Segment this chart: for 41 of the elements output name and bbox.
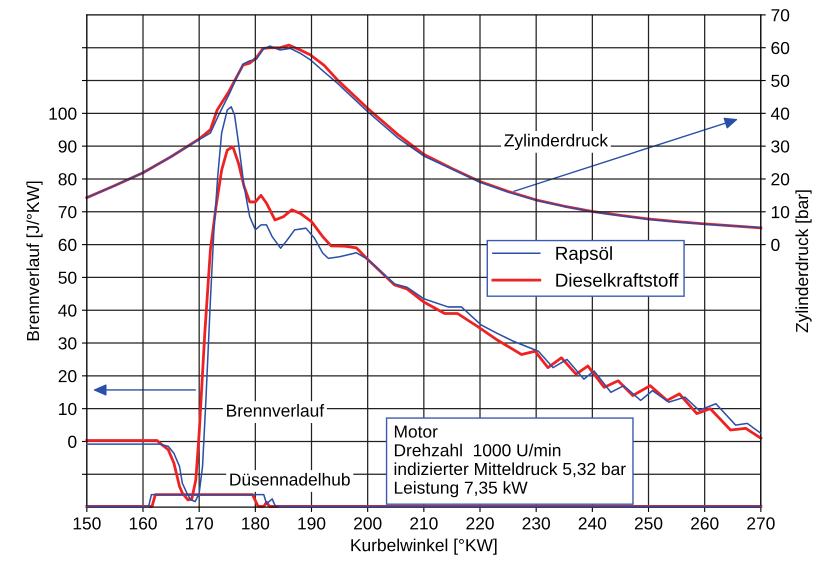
x-tick-label: 220 bbox=[466, 517, 494, 530]
x-tick-label: 150 bbox=[74, 517, 101, 530]
y-tick-label: 60 bbox=[58, 238, 76, 252]
x-tick-label: 160 bbox=[130, 517, 157, 530]
y-tick-label: 80 bbox=[58, 173, 76, 186]
x-tick-label: 250 bbox=[634, 517, 662, 530]
y2-tick-label: 30 bbox=[771, 140, 790, 153]
y2-tick-label: 60 bbox=[771, 42, 790, 54]
x-tick-label: 180 bbox=[242, 517, 270, 530]
y2-tick-label: 70 bbox=[771, 9, 790, 22]
y-tick-label: 90 bbox=[58, 140, 76, 153]
x-tick-label: 230 bbox=[522, 517, 550, 530]
annotation: Brennverlauf bbox=[227, 404, 324, 417]
y2-tick-label: 0 bbox=[771, 238, 780, 252]
y-tick-label: 10 bbox=[59, 402, 76, 416]
y-tick-label: 0 bbox=[68, 436, 76, 448]
y-tick-label: 40 bbox=[58, 304, 76, 317]
x-tick-label: 270 bbox=[747, 517, 775, 530]
y2-axis-title: Zylinderdruck [bar] bbox=[795, 190, 812, 332]
y2-tick-label: 50 bbox=[771, 74, 790, 87]
x-axis-title: Kurbelwinkel [°KW] bbox=[351, 538, 497, 555]
y-tick-label: 70 bbox=[58, 206, 76, 218]
x-tick-label: 170 bbox=[186, 517, 213, 530]
legend-label: Dieselkraftstoff bbox=[556, 273, 678, 287]
y-axis-title: Brennverlauf [J/°KW] bbox=[26, 182, 43, 340]
annotation: Zylinderdruck bbox=[504, 134, 608, 150]
annotation: Motor Drehzahl 1000 U/min indizierter Mitteldruck 5,32 bar Leistung 7,35 kW bbox=[394, 426, 626, 498]
y-tick-label: 20 bbox=[58, 370, 76, 382]
y-tick-label: 50 bbox=[58, 272, 76, 284]
legend-label: Rapsöl bbox=[556, 246, 612, 264]
x-tick-label: 240 bbox=[578, 517, 606, 530]
y-tick-label: 30 bbox=[58, 337, 76, 350]
x-tick-label: 190 bbox=[298, 517, 326, 530]
annotation: Düsennadelhub bbox=[230, 472, 350, 486]
x-tick-label: 210 bbox=[410, 517, 438, 530]
y2-tick-label: 40 bbox=[770, 108, 790, 120]
y2-tick-label: 10 bbox=[772, 206, 790, 218]
y-tick-label: 100 bbox=[49, 108, 76, 120]
x-tick-label: 260 bbox=[691, 517, 718, 530]
y2-tick-label: 20 bbox=[771, 173, 790, 186]
x-tick-label: 200 bbox=[354, 517, 382, 530]
